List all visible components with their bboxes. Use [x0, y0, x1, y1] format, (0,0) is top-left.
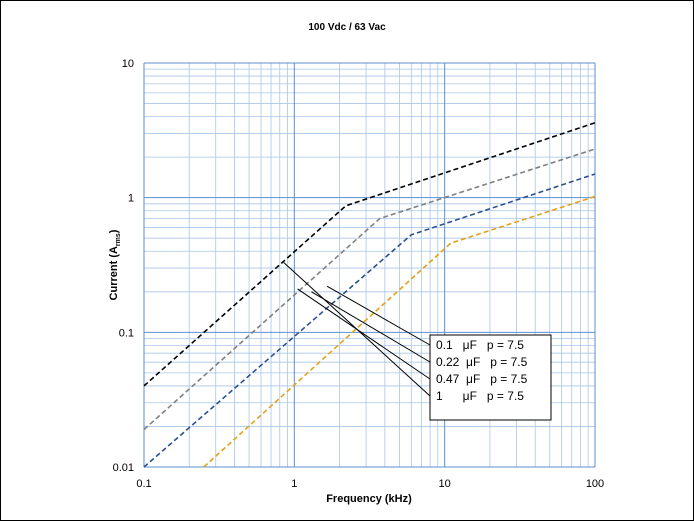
y-tick-labels: 0.01 0.1 1 10: [113, 58, 134, 474]
leader-line: [311, 291, 431, 363]
x-tick-labels: 0.1 1 10 100: [136, 478, 604, 490]
legend-entry: 0.22 μF p = 7.5: [436, 355, 528, 369]
x-tick-label: 0.1: [136, 478, 151, 490]
series-line: [143, 122, 596, 387]
legend-box: [429, 334, 552, 421]
y-axis-title-main: Current (A: [108, 246, 120, 300]
y-axis-title-end: ): [108, 229, 120, 233]
legend-entry: 1 μF p = 7.5: [436, 389, 524, 403]
x-tick-label: 10: [439, 478, 451, 490]
chart-title: 100 Vdc / 63 Vac: [308, 22, 386, 33]
series-line: [143, 148, 596, 431]
legend-entry: 0.47 μF p = 7.5: [436, 372, 528, 386]
leader-line: [297, 288, 431, 380]
y-axis-title: Current (Arms): [108, 229, 122, 300]
leader-line: [283, 262, 431, 397]
y-tick-label: 0.01: [113, 462, 134, 474]
y-tick-label: 10: [122, 58, 134, 70]
leader-line: [326, 285, 431, 346]
x-tick-label: 100: [586, 478, 604, 490]
legend-leader-lines: [283, 262, 431, 397]
legend-entries: 0.1 μF p = 7.5 0.22 μF p = 7.5 0.47 μF p =…: [436, 338, 528, 403]
y-axis-title-sub: rms: [115, 233, 122, 246]
x-tick-label: 1: [291, 478, 297, 490]
x-axis-title: Frequency (kHz): [326, 493, 412, 505]
series-line: [203, 195, 596, 468]
y-tick-label: 0.1: [119, 327, 134, 339]
series-line: [143, 173, 596, 468]
y-tick-label: 1: [128, 193, 134, 205]
series-lines: [143, 122, 596, 468]
legend-entry: 0.1 μF p = 7.5: [436, 338, 524, 352]
